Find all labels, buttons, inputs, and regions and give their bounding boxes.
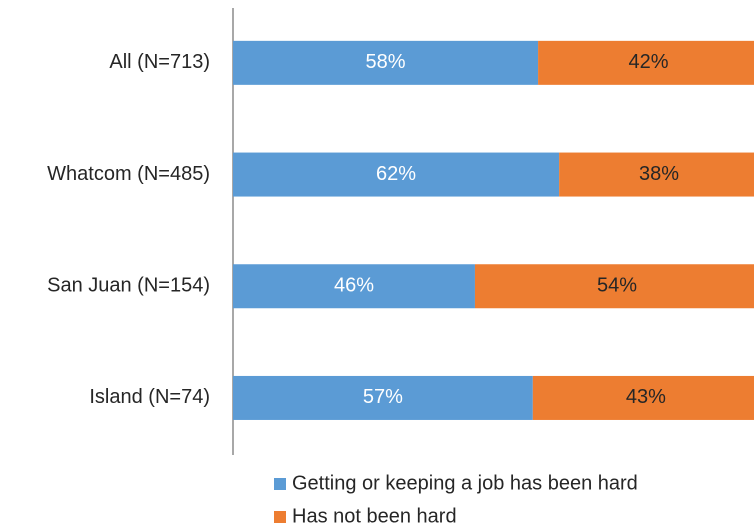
value-label: 42% xyxy=(629,51,669,73)
value-label: 57% xyxy=(363,386,403,408)
bar-segment xyxy=(474,264,754,309)
value-label: 58% xyxy=(366,51,406,73)
y-tick-label: Island (N=74) xyxy=(89,386,210,408)
value-label: 43% xyxy=(626,386,666,408)
legend-label: Getting or keeping a job has been hard xyxy=(292,472,638,494)
value-label: 46% xyxy=(334,275,374,297)
y-tick-label: All (N=713) xyxy=(109,51,210,73)
legend-label: Has not been hard xyxy=(292,505,457,527)
bar-segment xyxy=(233,375,533,420)
bar-segment xyxy=(559,152,754,197)
value-label: 54% xyxy=(597,275,637,297)
value-label: 38% xyxy=(639,163,679,185)
y-tick-label: San Juan (N=154) xyxy=(47,275,210,297)
bar-segment xyxy=(538,40,754,85)
legend-swatch xyxy=(274,511,286,523)
bar-segment xyxy=(233,264,475,309)
bar-segment xyxy=(233,40,539,85)
y-tick-label: Whatcom (N=485) xyxy=(47,163,210,185)
legend-swatch xyxy=(274,478,286,490)
bar-segment xyxy=(233,152,560,197)
value-label: 62% xyxy=(376,163,416,185)
bar-segment xyxy=(532,375,754,420)
